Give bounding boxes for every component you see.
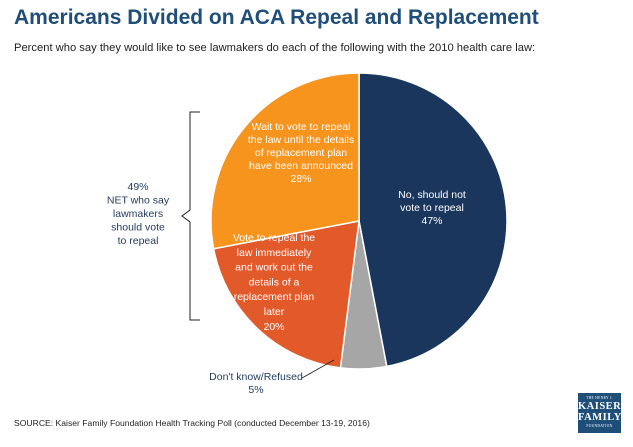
chart-subtitle: Percent who say they would like to see l…: [14, 42, 536, 54]
kff-logo: THE HENRY J. KAISER FAMILY FOUNDATION: [578, 393, 621, 433]
logo-line2: KAISER: [578, 400, 622, 412]
pie-slice-wait: [210, 72, 360, 250]
slice-label-wait: Wait to vote to repeal the law until the …: [248, 121, 354, 185]
logo-line3: FAMILY: [578, 412, 622, 424]
logo-line4: FOUNDATION: [586, 423, 613, 428]
net-repeal-label: 49% NET who say lawmakers should vote to rep…: [107, 181, 170, 247]
dk-leader-line: [301, 359, 335, 379]
slice-label-immediately: Vote to repeal the law immediately and wor…: [233, 232, 315, 333]
slice-label-no: No, should not vote to repeal 47%: [398, 189, 466, 227]
net-bracket: [181, 111, 200, 321]
slice-label-dk: Don't know/Refused 5%: [209, 371, 303, 396]
pie-slice-immediately: [212, 220, 360, 369]
source-note: SOURCE: Kaiser Family Foundation Health …: [14, 418, 370, 428]
logo-line1: THE HENRY J.: [586, 396, 613, 400]
pie-slice-no: [358, 72, 508, 368]
chart-title: Americans Divided on ACA Repeal and Repl…: [14, 6, 539, 29]
